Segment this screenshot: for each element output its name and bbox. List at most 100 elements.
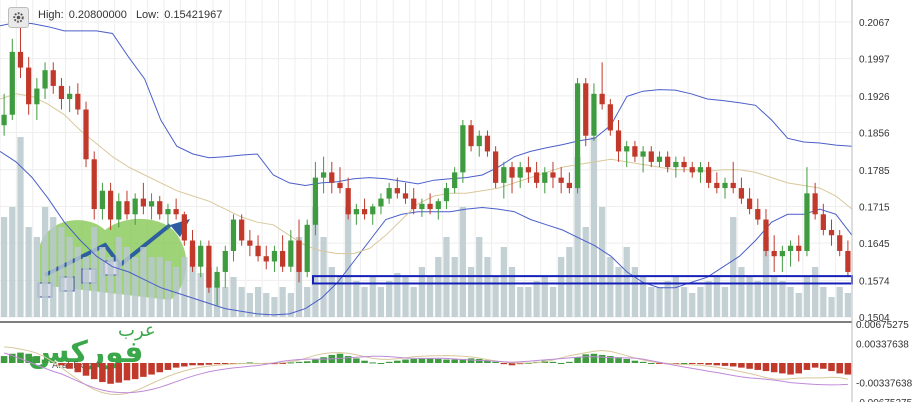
candle-body	[460, 125, 466, 173]
macd-histogram-bar	[58, 363, 65, 366]
macd-histogram-bar	[181, 363, 188, 367]
volume-bar	[525, 287, 532, 317]
macd-histogram-bar	[222, 363, 229, 364]
volume-bar	[271, 297, 278, 317]
volume-bar	[656, 287, 663, 317]
volume-bar	[828, 297, 835, 317]
macd-histogram-bar	[189, 363, 196, 366]
candle-body	[624, 146, 630, 152]
signal-line	[3, 352, 848, 394]
volume-bar	[304, 287, 311, 317]
candle-body	[419, 203, 425, 210]
candle-body	[640, 151, 646, 157]
candle-body	[181, 214, 187, 241]
candle-body	[304, 224, 310, 272]
volume-bar	[500, 247, 507, 317]
volume-bar	[189, 247, 196, 317]
candle-body	[771, 250, 777, 257]
candle-body	[9, 51, 15, 115]
volume-bar	[369, 277, 376, 317]
candle-body	[280, 250, 286, 267]
volume-bar	[730, 217, 737, 317]
macd-histogram-bar	[369, 362, 377, 364]
candle-body	[353, 209, 359, 215]
macd-histogram-bar	[607, 356, 614, 363]
candle-body	[26, 67, 32, 105]
candle-body	[132, 198, 138, 215]
volume-bar	[549, 287, 557, 317]
macd-histogram-bar	[582, 354, 590, 363]
volume-bar	[410, 287, 417, 317]
macd-histogram-bar	[508, 363, 516, 366]
candle-body	[591, 93, 597, 136]
volume-bar	[615, 267, 622, 317]
low-value: 0.15421967	[164, 9, 223, 21]
candle-body	[468, 125, 474, 147]
macd-histogram-bar	[762, 363, 770, 372]
volume-bar	[74, 247, 81, 317]
volume-bar	[17, 137, 24, 317]
price-tick-label: 0.1997	[859, 55, 890, 66]
candle-body	[50, 70, 56, 86]
volume-bar	[173, 267, 180, 317]
volume-bar	[738, 267, 745, 317]
macd-histogram-bar	[746, 363, 753, 369]
macd-histogram-bar	[394, 360, 401, 363]
macd-histogram-bar	[131, 363, 139, 380]
candle-body	[566, 182, 572, 189]
macd-histogram-bar	[549, 361, 557, 363]
volume-bar	[721, 287, 729, 317]
macd-histogram-bar	[557, 363, 565, 364]
macd-histogram-bar	[713, 363, 721, 366]
candle-body	[509, 167, 515, 178]
volume-bar	[803, 277, 811, 317]
macd-histogram-bar	[156, 363, 164, 373]
volume-bar	[148, 257, 155, 317]
volume-bar	[164, 261, 172, 317]
candle-body	[288, 240, 294, 267]
candle-body	[58, 85, 65, 100]
volume-bar	[91, 227, 98, 317]
macd-histogram-bar	[525, 363, 532, 364]
candle-body	[550, 172, 556, 178]
macd-histogram-bar	[205, 363, 213, 365]
volume-bar	[467, 267, 475, 317]
macd-histogram-bar	[9, 353, 16, 363]
macd-panel	[0, 0, 853, 402]
settings-gear-button[interactable]	[8, 7, 29, 28]
macd-histogram-bar	[500, 363, 508, 365]
candle-body	[648, 151, 654, 162]
macd-histogram-bar	[648, 363, 655, 364]
volume-bar	[279, 287, 286, 317]
candle-body	[689, 167, 695, 173]
macd-histogram-bar	[484, 360, 491, 363]
candle-body	[83, 109, 89, 160]
macd-histogram-bar	[271, 363, 278, 365]
candle-body	[124, 201, 130, 215]
volume-bar	[115, 237, 122, 317]
candle-body	[574, 83, 581, 189]
macd-histogram-bar	[435, 358, 442, 363]
candle-body	[239, 219, 245, 241]
macd-histogram-bar	[17, 352, 24, 363]
macd-histogram-bar	[705, 363, 712, 365]
candle-body	[525, 167, 532, 173]
candle-body	[542, 172, 548, 183]
macd-histogram-bar	[172, 363, 180, 368]
volume-bar	[132, 257, 139, 317]
volume-bar	[533, 281, 540, 317]
candle-body	[804, 193, 810, 251]
volume-bar	[123, 247, 131, 317]
macd-histogram-bar	[426, 358, 434, 363]
candle-body	[378, 198, 384, 207]
macd-histogram-bar	[246, 362, 254, 364]
volume-bar	[33, 237, 40, 317]
candle-body	[493, 151, 499, 183]
volume-bar	[754, 281, 761, 317]
volume-bar	[771, 277, 778, 317]
candle-body	[370, 206, 376, 215]
volume-bar	[336, 277, 344, 317]
macd-histogram-bar	[312, 359, 319, 363]
macd-histogram-bar	[754, 363, 762, 370]
